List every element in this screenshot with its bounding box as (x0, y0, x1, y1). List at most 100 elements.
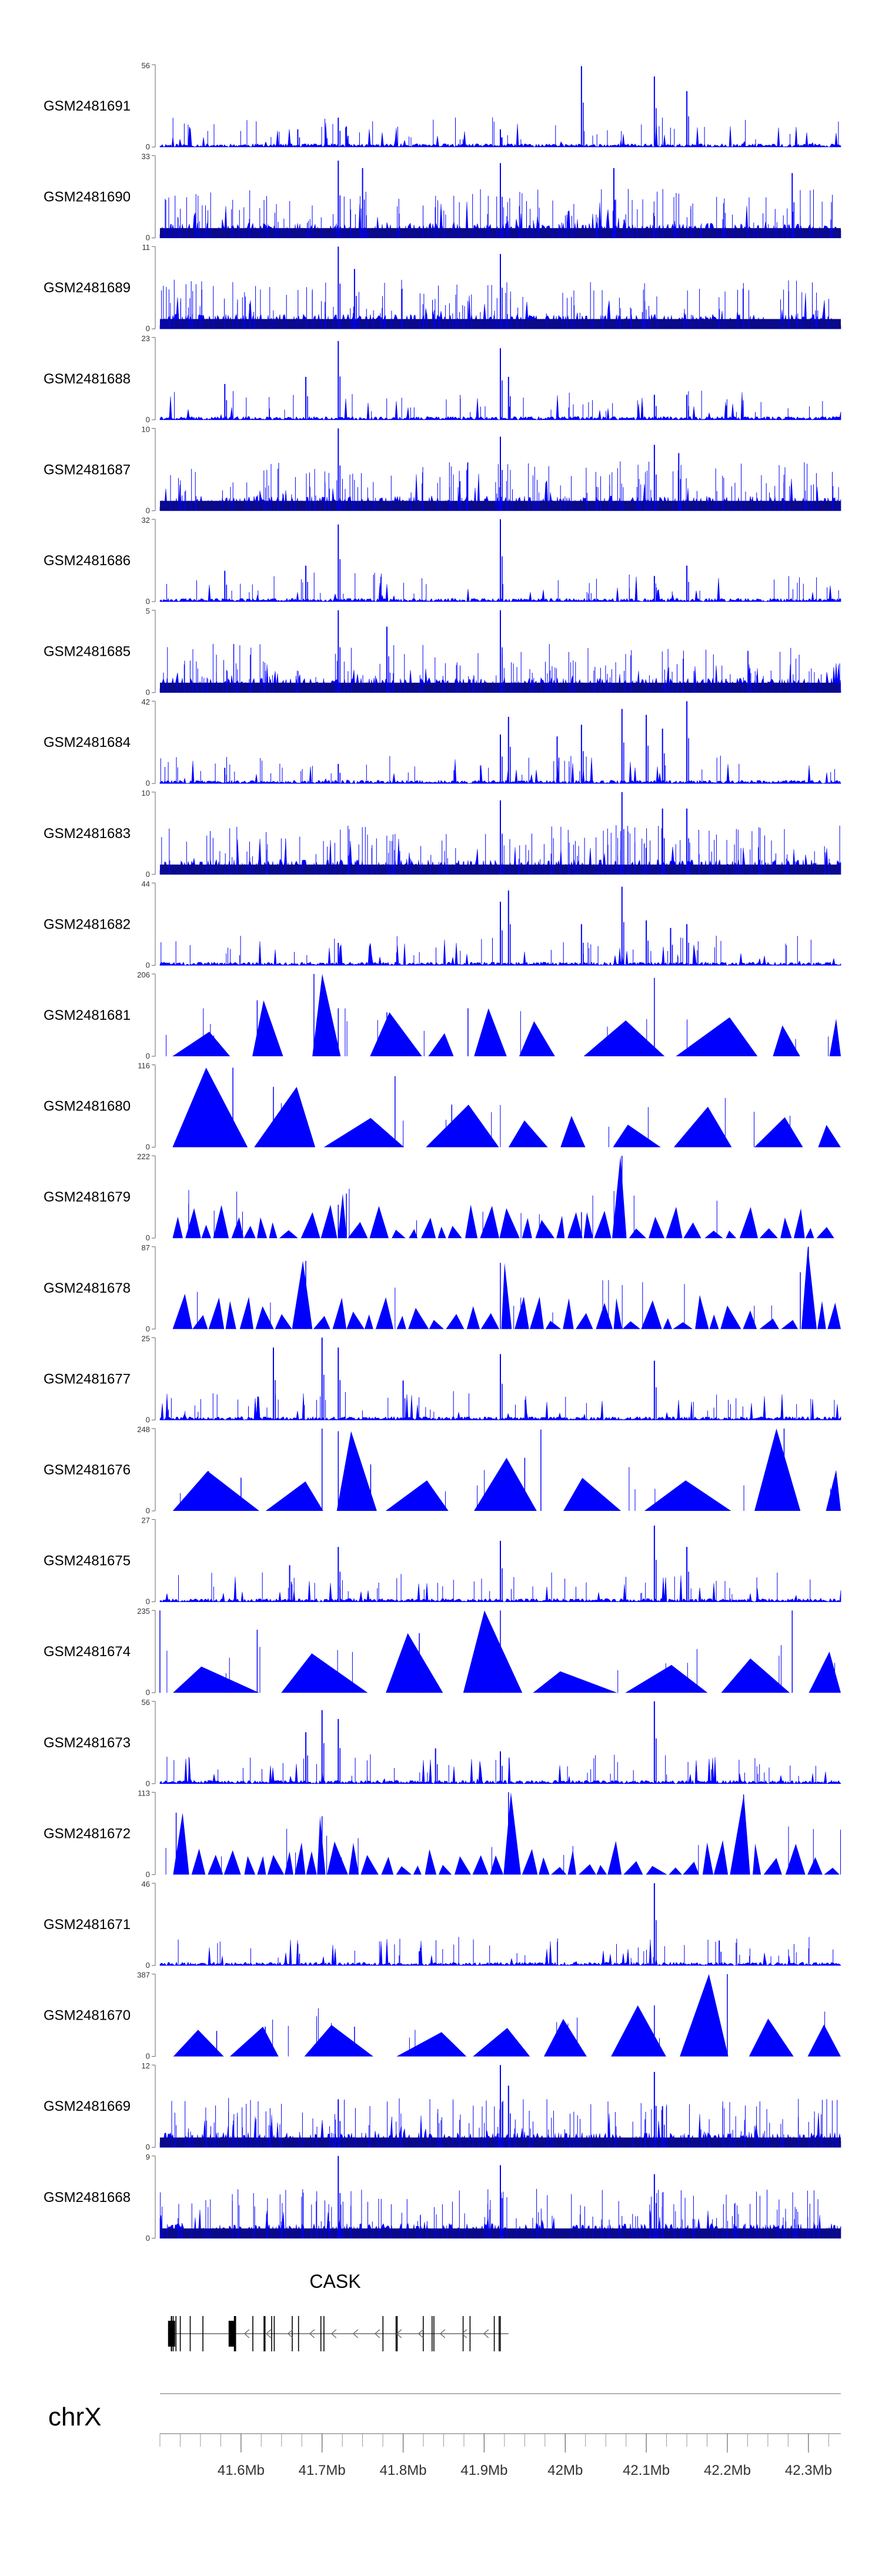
signal-triangle (281, 1653, 368, 1693)
y-axis-min-label: 0 (146, 2052, 150, 2061)
signal-triangle (649, 1216, 665, 1239)
track-GSM2481684: GSM2481684 42 0 (44, 698, 841, 788)
signal-triangle (466, 1306, 480, 1329)
y-axis-max-label: 46 (142, 1880, 150, 1888)
signal-triangle (360, 1855, 379, 1875)
track-label: GSM2481689 (44, 280, 131, 296)
gene-exon (202, 2316, 203, 2351)
track-label: GSM2481681 (44, 1007, 131, 1023)
signal-triangle (172, 1471, 259, 1511)
gene-exon (179, 2316, 181, 2351)
y-axis-min-label: 0 (146, 2234, 150, 2243)
gene-strand-arrow (265, 2329, 272, 2338)
signal-triangle (763, 1858, 782, 1875)
y-axis-max-label: 23 (142, 334, 150, 343)
track-label: GSM2481675 (44, 1553, 131, 1569)
signal-triangle (421, 1217, 436, 1239)
gene-exon-utr (168, 2321, 175, 2347)
signal-triangle (781, 1320, 799, 1329)
signal-triangle (306, 1851, 317, 1875)
signal-triangle (829, 1019, 841, 1056)
track-GSM2481689: GSM2481689 11 0 (44, 243, 841, 333)
signal-triangle (429, 1320, 444, 1329)
signal-triangle (409, 1229, 418, 1239)
gene-exon (499, 2316, 500, 2351)
signal-triangle (265, 1481, 323, 1511)
gene-strand-arrow (396, 2329, 402, 2338)
signal-triangle (808, 1651, 841, 1693)
y-axis-min-label: 0 (146, 506, 150, 515)
axis-tick-label: 41.6Mb (218, 2462, 265, 2478)
signal-triangle (563, 1477, 622, 1511)
signal-triangle (279, 1230, 298, 1239)
signal-triangle (749, 2018, 794, 2057)
signal-triangle (396, 1866, 412, 1875)
y-axis-min-label: 0 (146, 324, 150, 333)
signal-triangle (596, 1865, 607, 1875)
signal-triangle (702, 1842, 714, 1875)
signal-triangle (257, 1217, 268, 1239)
signal-triangle (490, 1855, 504, 1875)
gene-exon (462, 2316, 464, 2351)
y-axis-min-label: 0 (146, 960, 150, 969)
gene-exon (433, 2316, 435, 2351)
track-GSM2481674: GSM2481674 235 0 (44, 1607, 841, 1697)
signal-triangle (254, 1087, 316, 1147)
signal-triangle (499, 1208, 520, 1239)
y-axis-max-label: 387 (137, 1971, 150, 1980)
signal-triangle (720, 1305, 741, 1329)
y-axis-max-label: 33 (142, 152, 150, 161)
signal-triangle (323, 1117, 405, 1147)
track-GSM2481691: GSM2481691 56 0 (44, 61, 841, 151)
signal-triangle (201, 1224, 211, 1239)
signal-triangle (612, 1156, 627, 1239)
signal-triangle (522, 1217, 532, 1239)
signal-triangle (646, 1866, 667, 1875)
signal-triangle (295, 1842, 306, 1875)
signal-triangle (743, 1310, 757, 1329)
signal-triangle (567, 1850, 576, 1875)
signal-triangle (426, 1105, 499, 1147)
y-axis-min-label: 0 (146, 1324, 150, 1333)
signal-triangle (807, 1857, 823, 1875)
signal-triangle (759, 1319, 779, 1329)
signal-triangle (818, 1125, 841, 1147)
signal-triangle (545, 1320, 562, 1329)
signal-triangle (583, 1212, 593, 1239)
signal-triangle (285, 1851, 293, 1875)
signal-triangle (563, 1298, 574, 1329)
axis-tick-label: 42.2Mb (704, 2462, 751, 2478)
signal-triangle (480, 1206, 499, 1239)
signal-triangle (425, 1849, 437, 1875)
gene-exon (264, 2316, 266, 2351)
signal-triangle (613, 1125, 661, 1147)
signal-triangle (208, 1854, 223, 1875)
axis-tick-label: 42.1Mb (623, 2462, 670, 2478)
signal-triangle (320, 1204, 338, 1239)
gene-strand-arrow (243, 2329, 250, 2338)
y-axis-min-label: 0 (146, 597, 150, 606)
signal-triangle (474, 1457, 537, 1511)
signal-triangle (447, 1226, 462, 1239)
gene-exon-utr (228, 2321, 235, 2347)
axis-tick-label: 41.7Mb (299, 2462, 346, 2478)
gene-strand-arrow (483, 2329, 489, 2338)
y-axis-max-label: 44 (142, 879, 150, 888)
signal-triangle (257, 1856, 266, 1875)
signal-triangle (730, 1794, 750, 1875)
signal-triangle (381, 1857, 394, 1875)
track-label: GSM2481668 (44, 2190, 131, 2205)
y-axis-min-label: 0 (146, 779, 150, 788)
track-GSM2481677: GSM2481677 25 0 (44, 1334, 841, 1424)
track-GSM2481688: GSM2481688 23 0 (44, 334, 841, 424)
signal-triangle (223, 1850, 241, 1875)
axis-tick-label: 41.9Mb (460, 2462, 507, 2478)
track-label: GSM2481676 (44, 1462, 131, 1478)
signal-triangle (255, 1306, 274, 1329)
signal-triangle (713, 1840, 729, 1875)
gene-strand-arrow (352, 2329, 359, 2338)
signal-triangle (225, 1301, 236, 1329)
signal-triangle (544, 2018, 587, 2057)
